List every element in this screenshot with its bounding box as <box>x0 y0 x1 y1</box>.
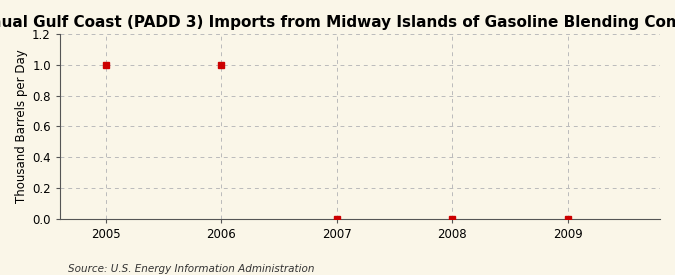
Y-axis label: Thousand Barrels per Day: Thousand Barrels per Day <box>15 50 28 203</box>
Title: Annual Gulf Coast (PADD 3) Imports from Midway Islands of Gasoline Blending Comp: Annual Gulf Coast (PADD 3) Imports from … <box>0 15 675 30</box>
Text: Source: U.S. Energy Information Administration: Source: U.S. Energy Information Administ… <box>68 264 314 274</box>
